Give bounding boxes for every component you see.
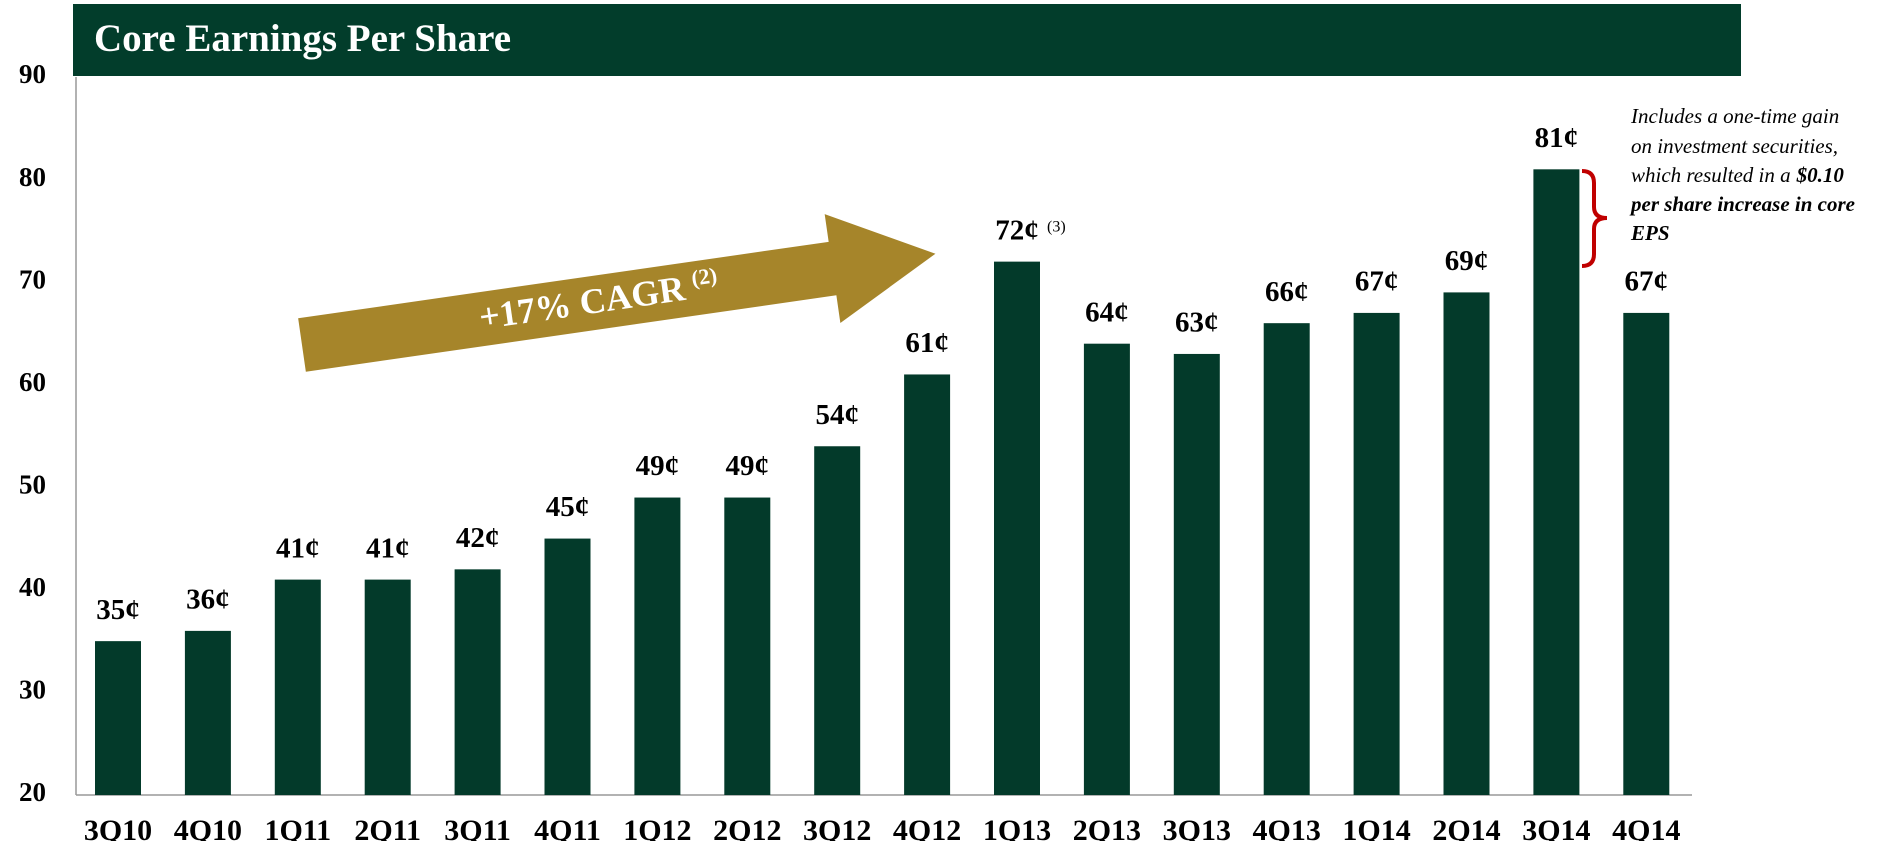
value-label: 42¢ (456, 522, 500, 554)
bar (814, 446, 861, 795)
value-label: 67¢ (1625, 266, 1669, 298)
x-tick-label: 4Q13 (1253, 814, 1321, 841)
bar (994, 261, 1040, 796)
y-tick-label: 40 (19, 572, 46, 602)
annotation-line: EPS (1630, 221, 1670, 245)
value-label: 61¢ (905, 327, 949, 359)
value-label: 35¢ (96, 594, 140, 626)
x-tick-label: 2Q12 (713, 814, 781, 841)
x-tick-label: 2Q13 (1073, 814, 1141, 841)
bar (1623, 312, 1670, 795)
bar (1263, 323, 1310, 795)
x-tick-label: 4Q14 (1612, 814, 1680, 841)
bar (1533, 169, 1580, 796)
value-label: 49¢ (726, 450, 770, 482)
bar (1353, 312, 1400, 795)
bracket (1581, 169, 1608, 268)
annotation: Includes a one-time gain on investment s… (1629, 104, 1855, 245)
x-tick-label: 4Q11 (534, 814, 601, 841)
footnote-marker: (3) (1047, 218, 1066, 235)
value-label: 36¢ (186, 584, 230, 616)
value-label: 72¢ (995, 214, 1039, 246)
value-label: 45¢ (546, 491, 590, 523)
bar (1173, 353, 1220, 795)
bar (454, 569, 501, 795)
annotation-text: which resulted in a (1631, 163, 1791, 187)
value-label: 41¢ (276, 532, 320, 564)
x-tick-label: 3Q11 (444, 814, 511, 841)
value-label: 49¢ (636, 450, 680, 482)
bar (1083, 343, 1130, 795)
bar (634, 497, 681, 795)
x-tick-label: 4Q10 (174, 814, 242, 841)
x-tick-label: 2Q14 (1432, 814, 1500, 841)
y-tick-label: 70 (19, 264, 46, 294)
annotation-bold: $0.10 (1796, 163, 1845, 187)
bar (274, 579, 321, 795)
x-tick-label: 3Q14 (1522, 814, 1590, 841)
x-tick-label: 3Q13 (1163, 814, 1231, 841)
y-tick-label: 50 (19, 469, 46, 499)
value-label: 63¢ (1175, 307, 1219, 339)
arrow-footnote: (2) (690, 262, 719, 290)
x-tick-label: 4Q12 (893, 814, 961, 841)
x-tick-label: 1Q13 (983, 814, 1051, 841)
annotation-line: Includes a one-time gain (1630, 104, 1839, 128)
value-label: 66¢ (1265, 276, 1309, 308)
y-tick-label: 90 (19, 59, 46, 89)
y-tick-label: 20 (19, 777, 46, 807)
x-tick-label: 1Q14 (1342, 814, 1410, 841)
y-tick-label: 60 (19, 367, 46, 397)
value-label: 54¢ (815, 399, 859, 431)
bar (364, 579, 411, 795)
cagr-arrow: +17% CAGR(2) (298, 214, 936, 372)
bar (95, 641, 141, 795)
annotation-line: which resulted in a $0.10 (1631, 163, 1844, 187)
value-label: 81¢ (1535, 122, 1579, 154)
x-tick-label: 3Q10 (84, 814, 152, 841)
bar (724, 497, 771, 795)
x-tick-label: 1Q12 (623, 814, 691, 841)
x-tick-label: 1Q11 (264, 814, 331, 841)
annotation-line: per share increase in core (1629, 192, 1855, 216)
arrow-shape (298, 214, 936, 372)
value-label: 64¢ (1085, 296, 1129, 328)
x-tick-label: 2Q11 (354, 814, 421, 841)
value-label: 67¢ (1355, 266, 1399, 298)
bar (544, 538, 591, 795)
value-label: 41¢ (366, 532, 410, 564)
value-label: 69¢ (1445, 245, 1489, 277)
bar (184, 630, 231, 795)
title-bar (73, 4, 1741, 76)
bar (1443, 292, 1490, 795)
annotation-line: on investment securities, (1631, 134, 1838, 158)
x-tick-label: 3Q12 (803, 814, 871, 841)
chart-title: Core Earnings Per Share (94, 17, 511, 60)
bar (904, 374, 951, 795)
y-tick-label: 30 (19, 675, 46, 705)
y-tick-label: 80 (19, 162, 46, 192)
